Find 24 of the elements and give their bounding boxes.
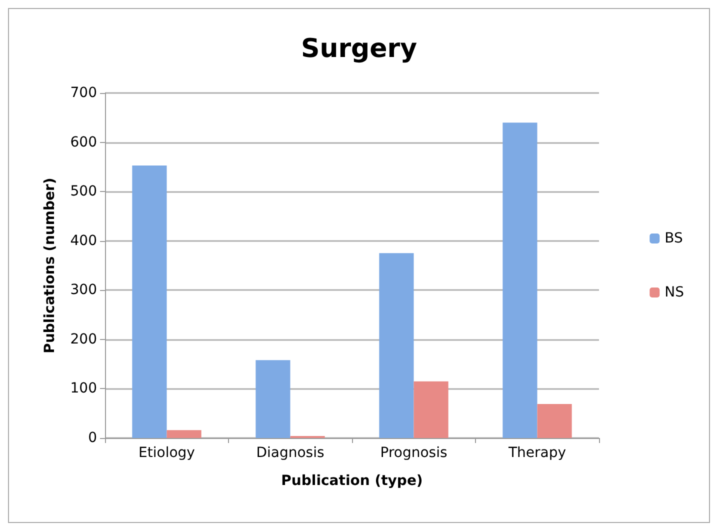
x-tick-label: Etiology	[138, 445, 195, 461]
x-tick-label: Prognosis	[380, 445, 448, 461]
y-tick-label: 600	[70, 134, 97, 150]
bar	[379, 253, 414, 438]
y-tick-label: 100	[70, 380, 97, 397]
y-tick-label: 500	[70, 184, 97, 200]
x-axis-title: Publication (type)	[281, 473, 423, 489]
y-tick-label: 200	[70, 331, 97, 348]
bar	[166, 430, 202, 438]
x-tick-label: Therapy	[507, 445, 566, 461]
bar	[132, 165, 167, 438]
y-tick-label: 0	[88, 430, 97, 446]
y-tick-label: 700	[70, 85, 97, 101]
y-axis-title: Publications (number)	[42, 178, 58, 354]
bar	[256, 360, 290, 438]
bar	[502, 122, 538, 438]
y-tick-label: 400	[70, 232, 97, 249]
legend-label: BS	[664, 230, 683, 246]
legend-label: NS	[664, 284, 684, 300]
y-tick-label: 300	[70, 282, 97, 298]
bar	[414, 381, 448, 438]
x-tick-label: Diagnosis	[256, 445, 324, 461]
chart-title: Surgery	[300, 34, 418, 64]
bar	[537, 404, 572, 438]
